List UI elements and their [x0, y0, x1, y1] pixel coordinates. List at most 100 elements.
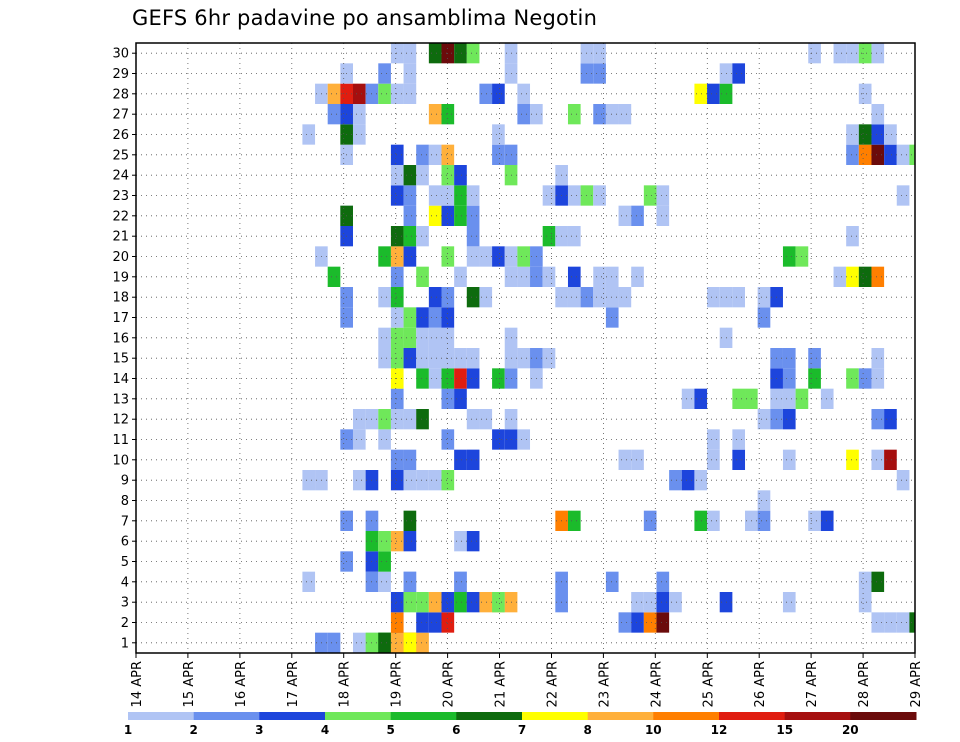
heatmap-cell	[732, 429, 746, 450]
heatmap-cell	[669, 470, 682, 491]
heatmap-cell	[833, 266, 847, 287]
heatmap-cell	[909, 144, 915, 165]
heatmap-cell	[466, 348, 480, 369]
heatmap-cell	[428, 287, 442, 308]
legend-swatch	[128, 712, 195, 720]
heatmap-cell	[416, 368, 429, 389]
heatmap-cell	[871, 266, 885, 287]
heatmap-cell	[390, 612, 404, 633]
heatmap-cell	[846, 266, 859, 287]
heatmap-cell	[403, 43, 417, 64]
heatmap-cell	[454, 165, 467, 186]
heatmap-cell	[403, 409, 417, 430]
heatmap-cell	[466, 226, 480, 247]
heatmap-cell	[884, 612, 897, 633]
heatmap-cell	[416, 592, 429, 613]
heatmap-cell	[492, 144, 505, 165]
y-tick-label: 12	[112, 413, 129, 428]
y-tick-label: 19	[112, 270, 129, 285]
heatmap-cell	[454, 205, 467, 226]
heatmap-cell	[618, 449, 632, 470]
legend-swatch	[653, 712, 720, 720]
heatmap-cell	[378, 287, 391, 308]
heatmap-cell	[656, 205, 670, 226]
heatmap-cell	[643, 185, 657, 206]
x-tick-label: 17 APR	[286, 661, 301, 707]
heatmap-cell	[782, 409, 796, 430]
heatmap-cell	[631, 205, 644, 226]
heatmap-cell	[871, 612, 885, 633]
heatmap-cell	[656, 592, 670, 613]
y-tick-label: 11	[112, 433, 129, 448]
heatmap-cell	[884, 409, 897, 430]
heatmap-cell	[390, 388, 404, 409]
heatmap-cell	[808, 348, 821, 369]
heatmap-cell	[669, 592, 682, 613]
heatmap-cell	[492, 124, 505, 145]
heatmap-cell	[517, 348, 531, 369]
chart-title: GEFS 6hr padavine po ansamblima Negotin	[132, 6, 598, 30]
legend-label: 2	[190, 723, 198, 737]
legend-label: 20	[842, 723, 859, 737]
heatmap-cell	[352, 124, 366, 145]
heatmap-cell	[390, 83, 404, 104]
heatmap-cell	[618, 287, 632, 308]
y-tick-label: 14	[112, 372, 129, 387]
heatmap-cell	[567, 266, 581, 287]
heatmap-cell	[757, 287, 771, 308]
heatmap-cell	[567, 226, 581, 247]
heatmap-cell	[896, 144, 910, 165]
plot-frame	[135, 42, 916, 654]
heatmap-cell	[732, 287, 746, 308]
legend-swatch	[850, 712, 917, 720]
heatmap-cell	[618, 104, 632, 125]
heatmap-cell	[416, 327, 429, 348]
heatmap-cell	[846, 43, 859, 64]
heatmap-cell	[352, 83, 366, 104]
heatmap-cell	[352, 409, 366, 430]
heatmap-cell	[782, 246, 796, 267]
heatmap-cell	[403, 83, 417, 104]
heatmap-cell	[441, 592, 455, 613]
heatmap-cell	[378, 429, 391, 450]
heatmap-cell	[403, 165, 417, 186]
heatmap-cell	[378, 83, 391, 104]
y-tick-label: 22	[112, 209, 129, 224]
heatmap-cell	[390, 165, 404, 186]
heatmap-cell	[302, 571, 316, 592]
y-tick-label: 21	[112, 230, 129, 245]
heatmap-cell	[846, 368, 859, 389]
heatmap-cell	[858, 144, 872, 165]
heatmap-cell	[428, 327, 442, 348]
heatmap-cell	[403, 327, 417, 348]
x-tick-label: 21 APR	[494, 661, 509, 707]
heatmap-cell	[732, 63, 746, 84]
heatmap-cell	[466, 531, 480, 552]
heatmap-cell	[605, 287, 619, 308]
heatmap-cell	[542, 348, 556, 369]
y-tick-label: 4	[121, 575, 129, 590]
heatmap-cell	[605, 104, 619, 125]
y-tick-label: 6	[121, 535, 129, 550]
heatmap-cell	[403, 449, 417, 470]
legend-swatch	[325, 712, 392, 720]
heatmap-cell	[479, 83, 493, 104]
legend-swatch	[390, 712, 457, 720]
heatmap-cell	[390, 327, 404, 348]
heatmap-cell	[454, 348, 467, 369]
heatmap-cell	[403, 632, 417, 653]
heatmap-cell	[403, 348, 417, 369]
x-tick-label: 14 APR	[130, 661, 145, 707]
x-tick-label: 23 APR	[597, 661, 612, 707]
heatmap-cell	[757, 409, 771, 430]
y-tick-label: 1	[121, 636, 129, 651]
x-tick-label: 16 APR	[234, 661, 249, 707]
heatmap-cell	[403, 531, 417, 552]
heatmap-cell	[416, 409, 429, 430]
heatmap-cell	[542, 226, 556, 247]
heatmap-cell	[454, 43, 467, 64]
heatmap-cell	[441, 185, 455, 206]
legend-label: 8	[584, 723, 592, 737]
heatmap-cell	[428, 470, 442, 491]
